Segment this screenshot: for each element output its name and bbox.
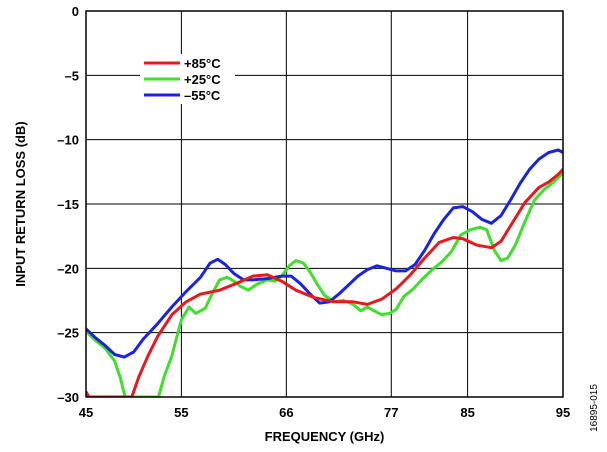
x-axis-title: FREQUENCY (GHz) — [265, 429, 385, 444]
y-tick-label: –10 — [57, 133, 79, 148]
series-line-1 — [86, 171, 563, 397]
y-tick-label: –15 — [57, 197, 79, 212]
y-tick-label: –5 — [65, 68, 79, 83]
y-tick-labels: 0 –5 –10 –15 –20 –25 –30 — [57, 4, 79, 405]
x-tick-label: 77 — [384, 405, 398, 420]
legend: +85°C+25°C–55°C — [140, 54, 235, 104]
x-tick-label: 95 — [556, 405, 570, 420]
x-tick-labels: 45 55 66 77 85 95 — [79, 405, 570, 420]
y-tick-label: –25 — [57, 326, 79, 341]
x-tick-label: 85 — [460, 405, 474, 420]
x-tick-label: 45 — [79, 405, 93, 420]
x-tick-label: 66 — [279, 405, 293, 420]
x-tick-label: 55 — [174, 405, 188, 420]
y-tick-label: –30 — [57, 390, 79, 405]
y-tick-label: –20 — [57, 261, 79, 276]
series-line-0 — [86, 167, 563, 397]
series-line-2 — [86, 148, 563, 359]
series-layer — [86, 148, 563, 397]
figure-id: 16895-015 — [589, 384, 600, 432]
legend-label: +25°C — [184, 72, 221, 87]
legend-label: +85°C — [184, 56, 221, 71]
legend-label: –55°C — [184, 88, 221, 103]
y-tick-label: 0 — [72, 4, 79, 19]
y-axis-title: INPUT RETURN LOSS (dB) — [13, 121, 28, 286]
plot-frame — [85, 10, 564, 398]
